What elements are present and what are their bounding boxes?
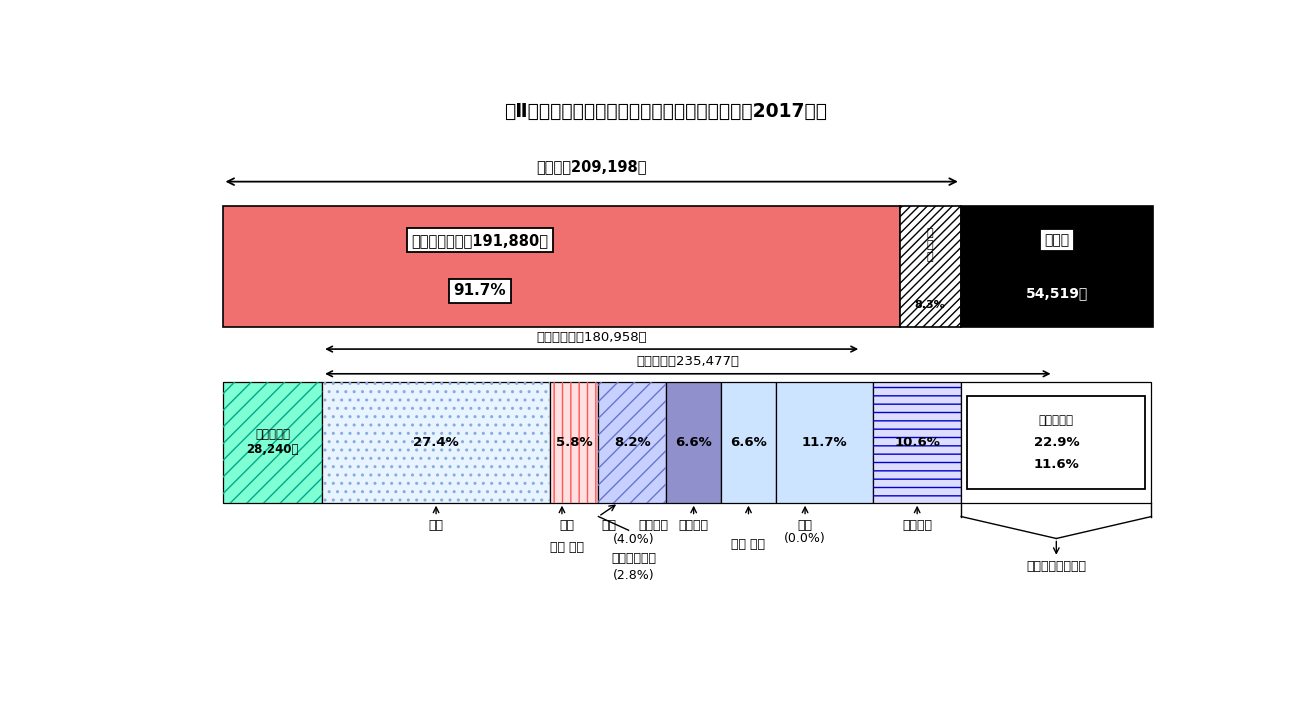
Text: 教養娯楽: 教養娯楽 <box>902 519 932 533</box>
Text: その他の消費支出: その他の消費支出 <box>1027 560 1086 573</box>
Text: 交通 通信: 交通 通信 <box>732 538 766 551</box>
Bar <box>776 382 874 503</box>
Text: 6.6%: 6.6% <box>675 436 713 449</box>
Bar <box>967 396 1145 489</box>
Bar <box>900 206 961 327</box>
Text: (0.0%): (0.0%) <box>784 532 826 545</box>
Text: うち交際費: うち交際費 <box>1038 414 1073 427</box>
Text: 教育: 教育 <box>797 519 813 533</box>
Text: 11.6%: 11.6% <box>1033 458 1079 471</box>
Text: 社会保障給付　191,880円: 社会保障給付 191,880円 <box>411 232 548 247</box>
Text: 図Ⅱ－１－４　高齢夫婦無職世帯の家計収支　－2017年－: 図Ⅱ－１－４ 高齢夫婦無職世帯の家計収支 －2017年－ <box>504 102 827 121</box>
Text: 消費支出　235,477円: 消費支出 235,477円 <box>636 355 740 369</box>
Bar <box>874 382 962 503</box>
Text: 実収入　209,198円: 実収入 209,198円 <box>536 160 646 175</box>
Text: 22.9%: 22.9% <box>1033 436 1079 449</box>
Text: 5.8%: 5.8% <box>556 436 592 449</box>
Bar <box>550 382 598 503</box>
Bar <box>874 382 962 503</box>
Text: 家具: 家具 <box>601 519 617 533</box>
Bar <box>666 382 722 503</box>
Bar <box>722 382 776 503</box>
Text: 91.7%: 91.7% <box>453 283 506 298</box>
Text: 光熱 水道: 光熱 水道 <box>550 541 584 554</box>
Text: 保健医療: 保健医療 <box>679 519 709 533</box>
Text: 11.7%: 11.7% <box>802 436 848 449</box>
Bar <box>722 382 776 503</box>
Text: 住居: 住居 <box>559 519 575 533</box>
Text: 8.3%: 8.3% <box>915 300 945 310</box>
Text: 食料: 食料 <box>428 519 444 533</box>
Bar <box>598 382 666 503</box>
Bar <box>223 382 322 503</box>
Bar <box>776 382 874 503</box>
Bar <box>961 206 1153 327</box>
Text: 27.4%: 27.4% <box>413 436 459 449</box>
Text: そ
の
他: そ の 他 <box>927 228 933 262</box>
Text: 54,519円: 54,519円 <box>1025 287 1088 300</box>
Text: (2.8%): (2.8%) <box>613 569 654 582</box>
Text: 不足分: 不足分 <box>1045 233 1070 247</box>
Text: (4.0%): (4.0%) <box>613 533 654 546</box>
Bar <box>223 382 322 503</box>
Text: 家事用品: 家事用品 <box>639 519 668 533</box>
Bar <box>962 382 1151 503</box>
Text: 10.6%: 10.6% <box>894 436 940 449</box>
Bar <box>550 382 598 503</box>
Text: 非消費支出
28,240円: 非消費支出 28,240円 <box>247 429 299 456</box>
Bar <box>223 206 900 327</box>
Bar <box>322 382 550 503</box>
Bar <box>322 382 550 503</box>
Bar <box>598 382 666 503</box>
Text: 6.6%: 6.6% <box>729 436 767 449</box>
Text: 8.2%: 8.2% <box>614 436 650 449</box>
Text: 可処分所得　180,958円: 可処分所得 180,958円 <box>536 331 646 344</box>
Text: 被服及び履物: 被服及び履物 <box>611 552 655 565</box>
